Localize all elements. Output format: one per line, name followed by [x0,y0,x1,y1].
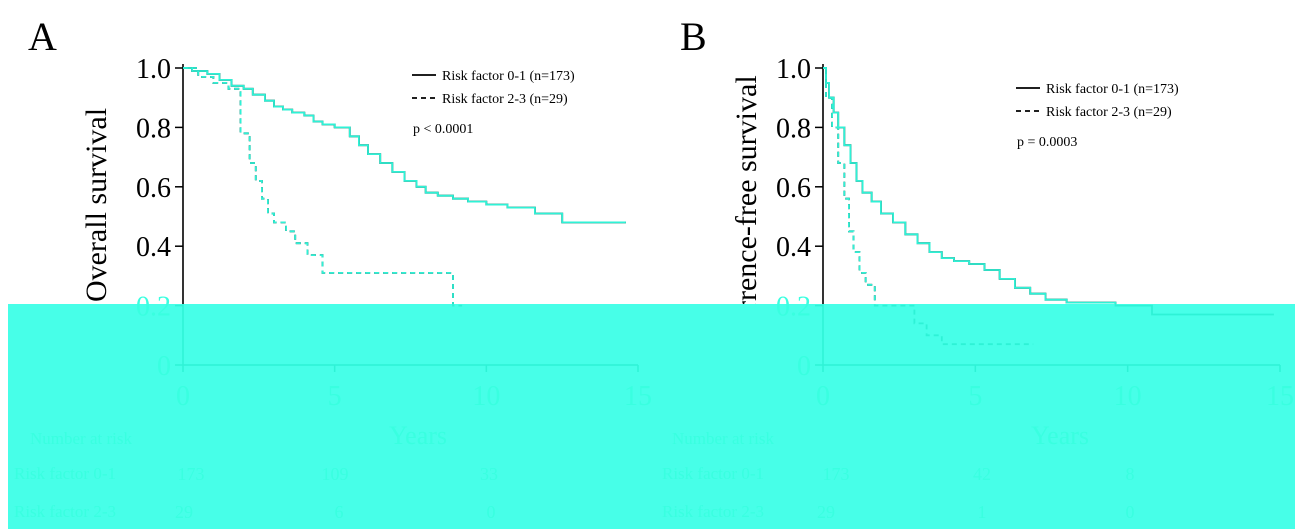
panel-b-x-tick-label: 10 [1114,381,1142,412]
panel-a-xlabel: Years [389,421,447,450]
panel-a-y-tick-label: 0.4 [136,232,171,263]
panel-b-risk-cell: 173 [823,464,850,484]
panel-b-xlabel: Years [1031,421,1089,450]
panel-a-series-ghost [183,67,463,307]
panel-b-risk-cell: 29 [817,502,835,522]
overlay-ghost-layer: 0 0.2 0 5 10 15 0 0.2 0 5 10 15 [136,67,1294,412]
panel-a-y-tick-label: 0.6 [136,173,171,204]
panel-a-risk-cell: 6 [335,502,344,522]
panel-b-y-tick-label: 0.8 [776,113,811,144]
panel-b-series-ghost [823,67,1034,346]
panel-b-risk-row-label: Risk factor 2-3 [662,502,764,521]
panel-a-risk-cell: 33 [480,464,498,484]
panel-a-risk-row-label: Risk factor 0-1 [14,464,116,483]
panel-b-pvalue: p = 0.0003 [1017,135,1077,150]
panel-a-x-tick-label: 0 [176,381,190,412]
panel-a-letter: A [28,14,57,59]
panel-a-x-tick-label: 10 [472,381,500,412]
panel-a-series-ghost [183,67,626,224]
panel-a-pvalue: p < 0.0001 [413,122,473,137]
panel-b-risk-cell: 42 [973,464,991,484]
panel-a-legend-label-1: Risk factor 0-1 (n=173) [442,69,575,84]
panel-b-x-tick-label: 5 [968,381,982,412]
panel-a-ylabel: Overall survival [80,108,113,302]
panel-b-risk-row-label: Risk factor 0-1 [662,464,764,483]
panel-b-y-tick-label: 1.0 [776,54,811,85]
panel-b-y-tick-label: 0 [797,351,811,382]
panel-a-risk-title: Number at risk [30,429,132,448]
panel-a-risk-cell: 0 [487,502,496,522]
panel-b-x-tick-label: 0 [816,381,830,412]
panel-b-risk-cell: 0 [1126,502,1135,522]
panel-b-risk-cell: 1 [978,502,987,522]
panel-a-y-tick-label: 0 [157,351,171,382]
panel-a-y-tick-label: 0.2 [136,292,171,323]
panel-b-legend-label-1: Risk factor 0-1 (n=173) [1046,82,1179,97]
panel-b-y-tick-label: 0.4 [776,232,811,263]
panel-b-risk-title: Number at risk [672,429,774,448]
panel-a-risk-cell: 109 [322,464,349,484]
panel-b-series-ghost [823,67,1274,316]
panel-a-legend-label-2: Risk factor 2-3 (n=29) [442,92,568,107]
panel-a-y-tick-label: 0.8 [136,113,171,144]
panel-b-y-tick-label: 0.6 [776,173,811,204]
panel-a-risk-row-label: Risk factor 2-3 [14,502,116,521]
panel-b-y-tick-label: 0.2 [776,292,811,323]
panel-b-series-risk-2-3 [823,67,1034,346]
panel-b-legend-label-2: Risk factor 2-3 (n=29) [1046,105,1172,120]
panel-a-risk-cell: 173 [178,464,205,484]
panel-a-y-tick-label: 1.0 [136,54,171,85]
panel-a-x-tick-label: 15 [624,381,652,412]
panel-b-x-tick-label: 15 [1266,381,1294,412]
panel-b-letter: B [680,14,707,59]
panel-b-risk-cell: 8 [1126,464,1135,484]
occlusion-band [8,304,1295,529]
panel-a-risk-cell: 29 [175,502,193,522]
panel-a-x-tick-label: 5 [328,381,342,412]
